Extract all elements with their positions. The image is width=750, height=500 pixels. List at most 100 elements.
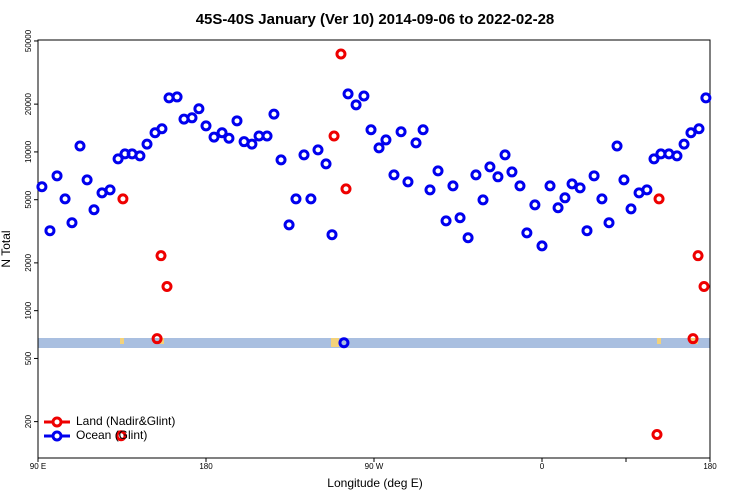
point — [186, 112, 198, 124]
point — [477, 194, 489, 206]
point — [200, 120, 212, 132]
point — [395, 126, 407, 138]
point — [305, 193, 317, 205]
point — [693, 123, 705, 135]
point — [692, 250, 704, 262]
legend-marker — [51, 430, 63, 442]
point — [499, 149, 511, 161]
point — [283, 219, 295, 231]
y-axis-label: N Total — [0, 230, 13, 267]
point — [581, 225, 593, 237]
point — [338, 337, 350, 349]
point — [417, 124, 429, 136]
point — [603, 217, 615, 229]
point — [320, 158, 332, 170]
point — [536, 240, 548, 252]
point — [484, 161, 496, 173]
point — [104, 184, 116, 196]
y-tick-label: 2000 — [24, 253, 33, 271]
x-tick-label: 180 — [703, 462, 717, 471]
point — [350, 99, 362, 111]
x-tick-label: 0 — [540, 462, 545, 471]
point — [432, 165, 444, 177]
x-tick-label: 90 W — [365, 462, 384, 471]
point — [161, 280, 173, 292]
point — [326, 229, 338, 241]
y-tick-label: 200 — [24, 414, 33, 428]
point — [521, 227, 533, 239]
point — [611, 140, 623, 152]
point — [506, 166, 518, 178]
point — [342, 88, 354, 100]
point — [544, 180, 556, 192]
point — [312, 144, 324, 156]
band-marker — [657, 338, 661, 344]
point — [134, 150, 146, 162]
point — [559, 192, 571, 204]
point — [574, 182, 586, 194]
point — [340, 183, 352, 195]
point — [81, 174, 93, 186]
point — [641, 184, 653, 196]
coverage-band — [38, 338, 710, 348]
point — [358, 90, 370, 102]
point — [231, 115, 243, 127]
point — [141, 138, 153, 150]
x-axis-label: Longitude (deg E) — [327, 476, 422, 490]
point — [275, 154, 287, 166]
plot-frame — [37, 39, 711, 459]
point — [514, 180, 526, 192]
point — [552, 202, 564, 214]
point — [380, 134, 392, 146]
point — [678, 138, 690, 150]
point — [687, 333, 699, 345]
point — [388, 169, 400, 181]
legend-marker — [51, 416, 63, 428]
point — [651, 428, 663, 440]
band-marker — [690, 338, 698, 344]
y-tick-label: 500 — [24, 351, 33, 365]
point — [290, 193, 302, 205]
x-tick-label: 180 — [199, 462, 213, 471]
point — [155, 250, 167, 262]
point — [112, 153, 124, 165]
point — [685, 127, 697, 139]
point — [671, 150, 683, 162]
y-tick-label: 50000 — [24, 29, 33, 52]
point — [171, 91, 183, 103]
band-marker — [331, 338, 339, 347]
point — [59, 193, 71, 205]
point — [566, 178, 578, 190]
point — [698, 280, 710, 292]
point — [440, 215, 452, 227]
point — [462, 232, 474, 244]
point — [470, 169, 482, 181]
point — [151, 333, 163, 345]
point — [653, 193, 665, 205]
point — [74, 140, 86, 152]
point — [328, 130, 340, 142]
point — [115, 430, 127, 442]
point — [492, 171, 504, 183]
point — [588, 170, 600, 182]
point — [268, 108, 280, 120]
point — [216, 127, 228, 139]
point — [223, 132, 235, 144]
point — [402, 176, 414, 188]
point — [88, 204, 100, 216]
point — [625, 203, 637, 215]
point — [365, 124, 377, 136]
point — [208, 131, 220, 143]
y-tick-label: 1000 — [24, 301, 33, 319]
band-marker — [120, 338, 124, 344]
point — [596, 193, 608, 205]
legend-label: Ocean (Glint) — [76, 428, 147, 442]
y-tick-label: 10000 — [24, 140, 33, 163]
point — [51, 170, 63, 182]
point — [298, 149, 310, 161]
point — [246, 138, 258, 150]
x-tick-label: 90 E — [30, 462, 46, 471]
point — [618, 174, 630, 186]
point — [36, 181, 48, 193]
